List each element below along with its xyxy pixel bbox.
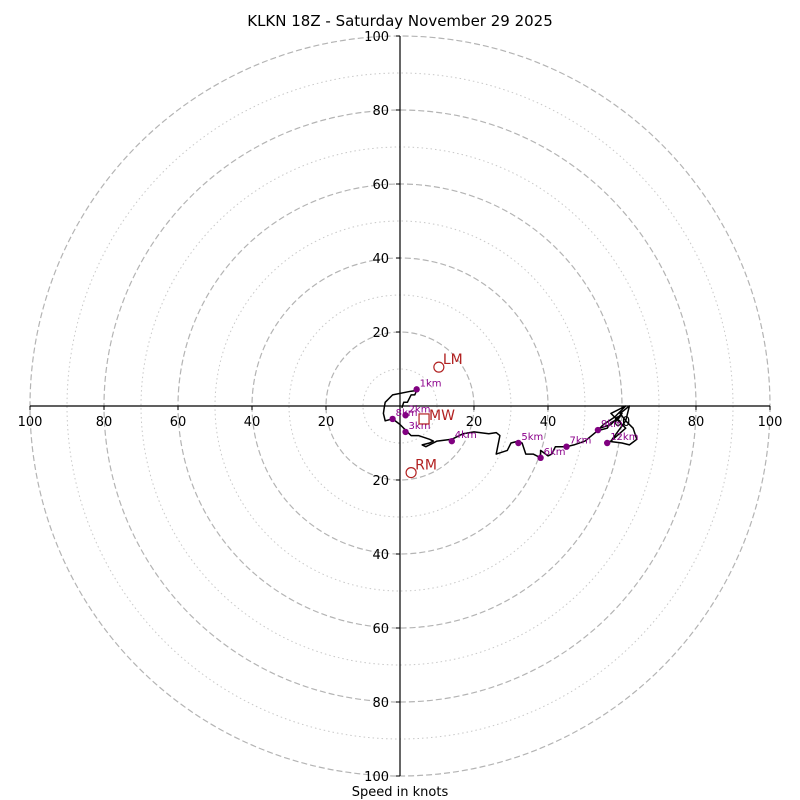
lm-marker bbox=[433, 361, 445, 373]
mw-label: MW bbox=[429, 408, 455, 424]
x-axis-label: Speed in knots bbox=[352, 785, 449, 800]
y-tick-label: 60 bbox=[372, 622, 389, 637]
km-marker-label: 9km bbox=[601, 419, 623, 430]
rm-label: RM bbox=[415, 458, 437, 474]
km-marker-label: 6km bbox=[544, 447, 566, 458]
axes bbox=[30, 36, 770, 776]
y-tick-label: 40 bbox=[372, 252, 389, 267]
km-marker-label: 2km bbox=[409, 404, 431, 415]
x-tick-label: 100 bbox=[18, 415, 43, 430]
km-marker-label: 3km bbox=[409, 421, 431, 432]
km-marker-label: 7km bbox=[570, 436, 592, 447]
y-tick-label: 100 bbox=[364, 770, 389, 785]
km-marker-label: 5km bbox=[521, 432, 543, 443]
mw-marker bbox=[418, 413, 430, 425]
x-tick-label: 100 bbox=[758, 415, 783, 430]
x-tick-label: 40 bbox=[244, 415, 261, 430]
km-marker-label: 4km bbox=[455, 430, 477, 441]
km-marker-dot bbox=[402, 412, 409, 419]
y-tick-label: 60 bbox=[372, 178, 389, 193]
km-marker-dot bbox=[604, 439, 611, 447]
km-marker-label: 1km bbox=[420, 378, 442, 389]
km-marker-label: 8km bbox=[396, 408, 418, 419]
storm-motions: LM RM MW bbox=[405, 352, 463, 479]
tick-labels: 100 80 60 40 20 20 40 60 80 100100806040202040608… bbox=[18, 30, 783, 785]
x-tick-label: 80 bbox=[96, 415, 113, 430]
y-tick-label: 100 bbox=[364, 30, 389, 45]
y-tick-label: 40 bbox=[372, 548, 389, 563]
chart-title: KLKN 18Z - Saturday November 29 2025 bbox=[247, 12, 553, 30]
x-tick-label: 60 bbox=[170, 415, 187, 430]
km-marker-label: 12km bbox=[610, 432, 638, 443]
km-marker-dot bbox=[594, 426, 602, 434]
km-marker-dot bbox=[563, 443, 570, 450]
x-tick-label: 40 bbox=[540, 415, 557, 430]
km-marker-dot bbox=[413, 386, 420, 393]
km-marker-dot bbox=[402, 428, 409, 436]
lm-label: LM bbox=[443, 352, 463, 368]
y-tick-label: 80 bbox=[372, 104, 389, 119]
x-tick-label: 20 bbox=[318, 415, 335, 430]
km-marker-dot bbox=[537, 454, 544, 461]
y-tick-label: 80 bbox=[372, 696, 389, 711]
rm-marker bbox=[405, 467, 417, 479]
km-marker-dot bbox=[515, 439, 522, 447]
y-tick-label: 20 bbox=[372, 326, 389, 341]
km-marker-dot bbox=[389, 415, 396, 423]
km-marker-dot bbox=[448, 437, 455, 445]
y-tick-label: 20 bbox=[372, 474, 389, 489]
x-tick-label: 80 bbox=[688, 415, 705, 430]
x-tick-label: 20 bbox=[466, 415, 483, 430]
